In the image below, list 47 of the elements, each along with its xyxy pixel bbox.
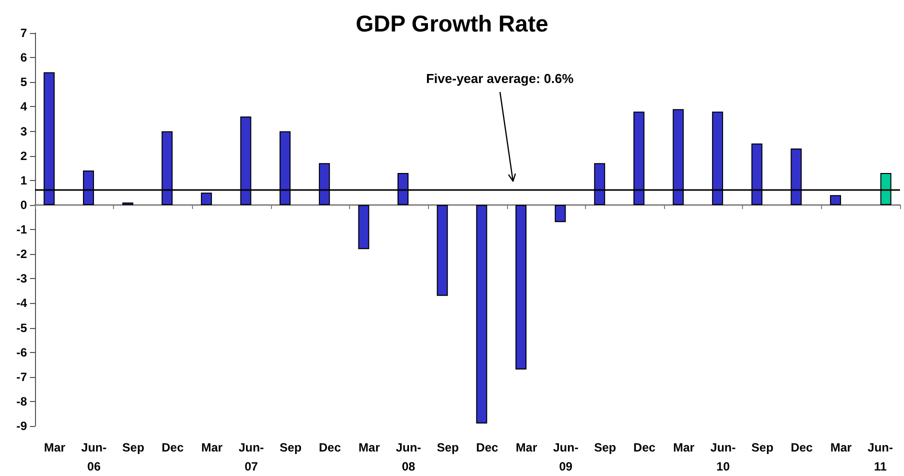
x-tick-label: Jun-06 bbox=[81, 440, 107, 474]
y-tick-label: 3 bbox=[20, 124, 28, 138]
y-tick-label: -4 bbox=[16, 296, 28, 310]
y-tick-label: 6 bbox=[20, 50, 28, 65]
bar bbox=[554, 204, 566, 222]
ref-line-label: Five-year average: 0.6% bbox=[426, 71, 574, 86]
x-tick-label: Jun-10 bbox=[710, 440, 736, 474]
x-tick-label: Dec bbox=[162, 440, 184, 454]
y-tick-label: 2 bbox=[20, 148, 28, 163]
y-tick-label: -6 bbox=[16, 345, 28, 360]
y-tick-label: -9 bbox=[16, 419, 28, 433]
x-tick-label: Mar bbox=[44, 440, 66, 454]
bar bbox=[358, 204, 370, 250]
x-tick-label: Mar bbox=[201, 440, 223, 454]
x-tick-label: Dec bbox=[476, 440, 498, 454]
x-tick-label: Jun-11 bbox=[868, 440, 894, 474]
y-tick-label: -3 bbox=[16, 272, 28, 286]
x-tick-label: Dec bbox=[790, 440, 814, 454]
chart-title: GDP Growth Rate bbox=[356, 10, 548, 36]
bar bbox=[436, 204, 448, 296]
x-tick-label: Dec bbox=[318, 440, 342, 454]
x-tick-label: Jun-07 bbox=[238, 440, 264, 474]
x-tick-label: Mar bbox=[358, 440, 380, 454]
y-tick-label: -1 bbox=[16, 222, 28, 236]
y-tick-label: 7 bbox=[20, 26, 28, 40]
x-tick-label: Mar bbox=[830, 440, 852, 454]
y-tick-label: 1 bbox=[20, 173, 28, 188]
x-tick-label: Mar bbox=[516, 440, 538, 454]
x-tick-label: Jun-09 bbox=[553, 440, 578, 474]
y-tick-label: -2 bbox=[16, 247, 28, 262]
y-tick-label: 4 bbox=[20, 100, 28, 114]
x-tick-label: Sep bbox=[280, 440, 302, 454]
x-tick-label: Sep bbox=[751, 440, 774, 454]
bar bbox=[515, 204, 526, 370]
y-tick-label: 0 bbox=[20, 198, 28, 212]
x-tick-label: Dec bbox=[633, 440, 656, 454]
y-tick-label: -5 bbox=[16, 320, 28, 335]
y-tick-label: -8 bbox=[16, 394, 28, 408]
x-tick-label: Sep bbox=[436, 440, 459, 454]
y-tick-label: 5 bbox=[20, 75, 28, 90]
x-tick-label: Mar bbox=[673, 440, 695, 454]
bar bbox=[476, 204, 488, 424]
x-tick-label: Sep bbox=[594, 440, 616, 454]
x-tick-label: Sep bbox=[122, 440, 144, 454]
bar bbox=[830, 195, 842, 205]
y-tick-label: -7 bbox=[16, 370, 28, 384]
x-tick-label: Jun-08 bbox=[396, 440, 422, 474]
